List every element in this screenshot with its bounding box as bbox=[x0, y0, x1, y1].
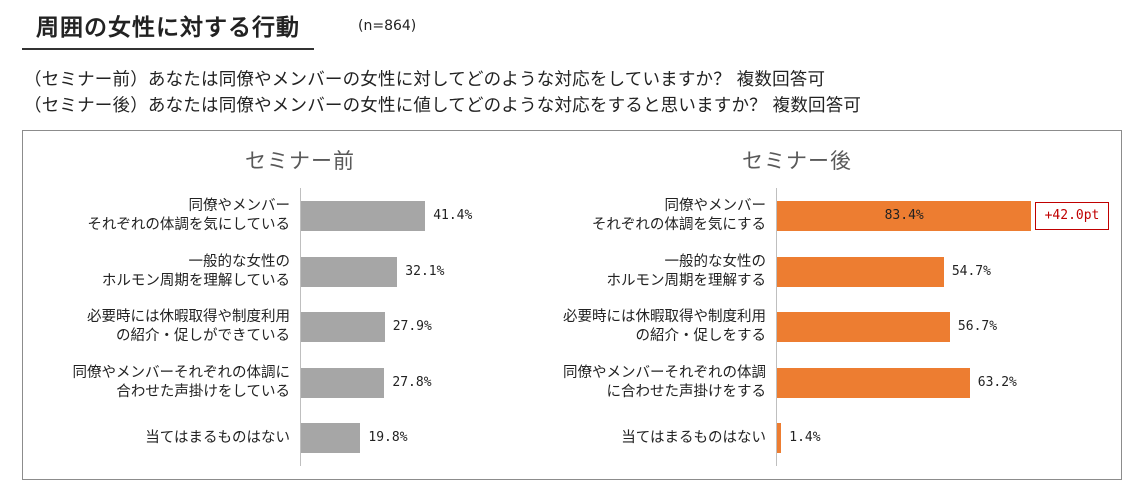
question-after: （セミナー後）あなたは同僚やメンバーの女性に値してどのような対応をすると思います… bbox=[24, 96, 862, 116]
chart-title-before: セミナー前 bbox=[245, 149, 355, 173]
data-label: 32.1% bbox=[405, 264, 445, 279]
category-label: 必要時には休暇取得や制度利用 の紹介・促しができている bbox=[87, 309, 290, 344]
diff-annotation: +42.0pt bbox=[1035, 202, 1109, 230]
page-title: 周囲の女性に対する行動 bbox=[22, 8, 314, 50]
bar bbox=[301, 368, 385, 398]
category-label: 必要時には休暇取得や制度利用 の紹介・促しをする bbox=[563, 309, 766, 344]
data-label: 19.8% bbox=[368, 430, 408, 445]
bar bbox=[301, 201, 426, 231]
data-label: 27.8% bbox=[392, 375, 432, 390]
category-label: 一般的な女性の ホルモン周期を理解する bbox=[606, 254, 767, 289]
category-label: 同僚やメンバーそれぞれの体調 に合わせた声掛けをする bbox=[563, 365, 766, 400]
category-label: 同僚やメンバーそれぞれの体調に 合わせた声掛けをしている bbox=[72, 365, 291, 400]
bar bbox=[777, 423, 782, 453]
data-label: 56.7% bbox=[957, 319, 998, 334]
bar bbox=[301, 423, 361, 453]
data-label: 83.4% bbox=[884, 208, 924, 223]
bar bbox=[301, 312, 385, 342]
chart-axis bbox=[776, 188, 777, 466]
data-label: 63.2% bbox=[977, 375, 1017, 390]
data-label: 27.9% bbox=[392, 319, 432, 334]
category-label: 当てはまるものはない bbox=[621, 429, 766, 446]
category-label: 当てはまるものはない bbox=[145, 429, 290, 446]
data-label: 1.4% bbox=[789, 430, 821, 445]
data-label: 54.7% bbox=[951, 264, 991, 279]
bar bbox=[777, 257, 944, 287]
bar bbox=[301, 257, 398, 287]
sample-size: (n=864) bbox=[358, 18, 417, 34]
bar bbox=[777, 201, 1032, 231]
chart-panel bbox=[22, 130, 1122, 480]
question-before: （セミナー前）あなたは同僚やメンバーの女性に対してどのような対応をしていますか？… bbox=[24, 70, 826, 90]
data-label: 41.4% bbox=[433, 208, 473, 223]
title-block: 周囲の女性に対する行動 bbox=[22, 8, 314, 50]
bar bbox=[777, 312, 950, 342]
bar bbox=[777, 368, 970, 398]
category-label: 同僚やメンバー それぞれの体調を気にする bbox=[591, 198, 766, 233]
chart-title-after: セミナー後 bbox=[742, 149, 852, 173]
category-label: 一般的な女性の ホルモン周期を理解している bbox=[101, 254, 290, 289]
category-label: 同僚やメンバー それぞれの体調を気にしている bbox=[87, 198, 290, 233]
chart-axis bbox=[300, 188, 301, 466]
